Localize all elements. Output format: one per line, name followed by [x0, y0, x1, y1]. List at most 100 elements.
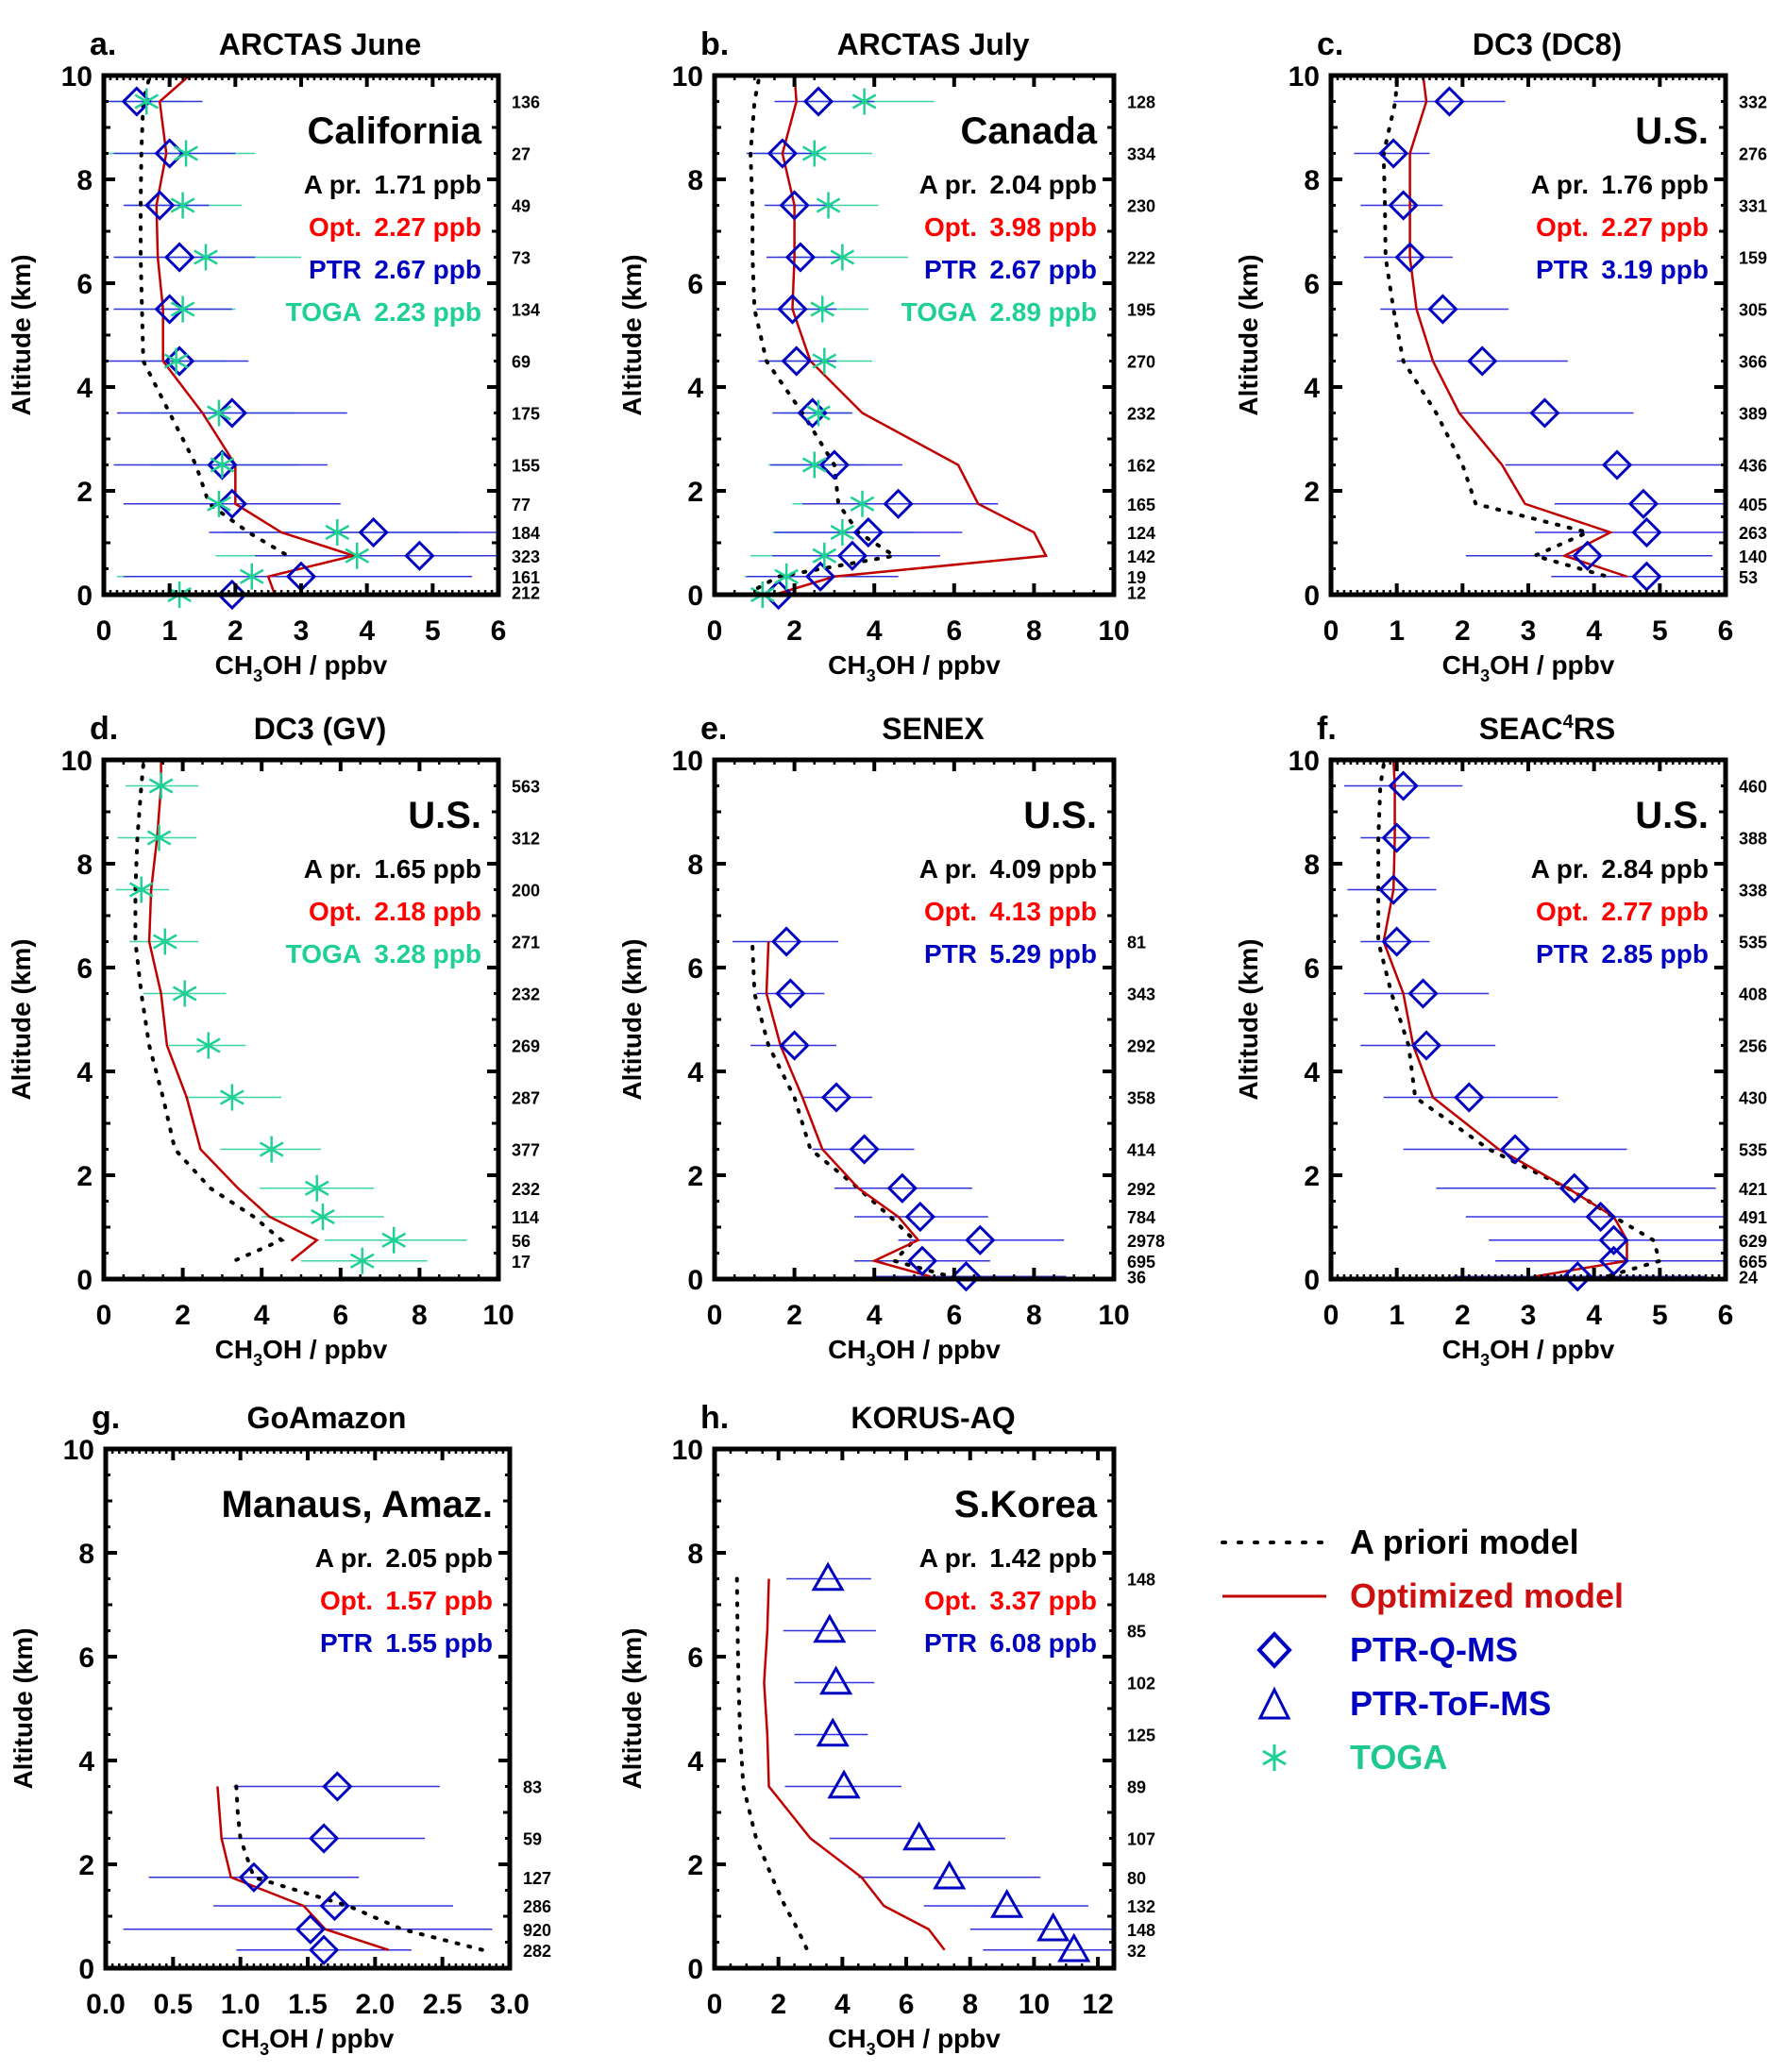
x-tick-label: 0 [707, 615, 723, 647]
toga-marker [816, 192, 841, 219]
ptr-marker [804, 561, 836, 592]
sample-count-label: 127 [523, 1869, 551, 1888]
x-tick-label: 12 [1082, 1989, 1113, 2020]
ptr-marker [779, 1030, 810, 1061]
sample-count-label: 408 [1739, 985, 1767, 1004]
sample-count-label: 125 [1127, 1727, 1155, 1745]
sample-count-label: 107 [1127, 1830, 1155, 1849]
region-label: Manaus, Amaz. [222, 1484, 493, 1525]
sample-count-label: 81 [1127, 934, 1146, 952]
triangle-icon [1218, 1685, 1331, 1723]
stat-label: PTR [924, 939, 977, 969]
apriori-model-line [1381, 78, 1609, 579]
sample-count-label: 136 [512, 93, 540, 112]
sample-count-label: 563 [512, 778, 540, 797]
y-tick-label: 2 [76, 1161, 93, 1192]
sample-count-label: 665 [1739, 1253, 1767, 1272]
y-tick-label: 4 [687, 1057, 703, 1088]
stat-value: 2.18 ppb [374, 897, 481, 926]
y-axis-label: Altitude (km) [8, 1627, 38, 1789]
ptr-marker [1407, 978, 1439, 1009]
stat-value: 2.67 ppb [374, 255, 481, 284]
ptr-marker [319, 1890, 350, 1922]
y-tick-label: 4 [78, 1746, 94, 1777]
ptr-marker [1381, 926, 1412, 957]
sample-count-label: 161 [512, 568, 540, 587]
sample-count-label: 270 [1127, 353, 1155, 372]
toga-marker [239, 563, 264, 590]
ptr-marker [144, 190, 176, 221]
region-label: U.S. [1023, 795, 1097, 836]
stat-label: PTR [924, 1628, 977, 1658]
ptr-marker [1631, 561, 1662, 592]
sample-count-label: 69 [512, 353, 531, 372]
plot-frame [103, 1446, 513, 1971]
sample-count-label: 200 [512, 882, 540, 901]
sample-count-label: 784 [1127, 1208, 1155, 1227]
x-tick-label: 4 [254, 1300, 270, 1331]
y-tick-label: 2 [76, 477, 93, 508]
x-tick-label: 2 [770, 1989, 786, 2020]
sample-count-label: 19 [1127, 568, 1146, 587]
x-tick-label: 0 [707, 1300, 723, 1331]
x-axis-label: CH3OH / ppbv [215, 650, 388, 685]
legend-item-ptrqms: PTR-Q-MS [1218, 1623, 1624, 1676]
x-tick-label: 0.5 [153, 1989, 193, 2020]
ptr-marker [818, 449, 851, 480]
x-tick-label: 1 [1389, 615, 1405, 647]
y-axis-label: Altitude (km) [7, 938, 36, 1100]
x-axis-label: CH3OH / ppbv [828, 1335, 1001, 1370]
stat-label: A pr. [919, 170, 977, 199]
sample-count-label: 305 [1739, 301, 1767, 320]
sample-count-label: 535 [1739, 1141, 1767, 1160]
sample-count-label: 142 [1127, 547, 1155, 566]
region-label: Canada [961, 110, 1098, 152]
ptr-marker [775, 978, 806, 1009]
sample-count-label: 269 [512, 1037, 540, 1056]
ptr-marker [1036, 1912, 1070, 1942]
toga-marker [174, 140, 198, 167]
x-axis-label: CH3OH / ppbv [1442, 650, 1615, 685]
x-tick-label: 2 [227, 615, 244, 647]
ptr-marker [1467, 345, 1498, 377]
y-tick-label: 2 [1304, 1161, 1320, 1192]
sample-count-label: 73 [512, 249, 531, 268]
x-tick-label: 5 [1652, 1300, 1668, 1331]
toga-marker [128, 876, 154, 903]
ptr-marker [1378, 138, 1409, 169]
panel-title: SENEX [882, 712, 985, 746]
panel-letter: c. [1317, 26, 1343, 62]
apriori-model-line [234, 1784, 485, 1952]
y-tick-label: 10 [1289, 746, 1320, 777]
sample-count-label: 286 [523, 1897, 551, 1916]
legend-item-optimized: Optimized model [1218, 1569, 1624, 1623]
y-tick-label: 2 [687, 1850, 703, 1881]
x-tick-label: 10 [482, 1300, 514, 1331]
stat-label: TOGA [286, 939, 362, 969]
stat-label: Opt. [309, 897, 362, 926]
ptr-marker [358, 516, 389, 548]
x-tick-label: 2 [786, 615, 802, 647]
optimized-model-line [765, 941, 931, 1278]
x-tick-label: 8 [412, 1300, 428, 1331]
ptr-marker [990, 1888, 1024, 1918]
panel-title: KORUS-AQ [851, 1401, 1015, 1435]
y-tick-label: 0 [687, 1265, 703, 1296]
y-axis-label: Altitude (km) [1234, 938, 1263, 1100]
sample-count-label: 148 [1127, 1571, 1155, 1590]
ptr-marker [1585, 1201, 1616, 1233]
dotted-line-icon [1218, 1524, 1331, 1561]
sample-count-label: 421 [1739, 1180, 1767, 1199]
panel-title: GoAmazon [247, 1401, 407, 1435]
x-tick-label: 5 [425, 615, 441, 647]
legend-label: TOGA [1350, 1737, 1448, 1777]
apriori-model-line [749, 78, 900, 595]
toga-marker [345, 542, 370, 569]
stat-label: PTR [1536, 939, 1589, 969]
x-tick-label: 6 [946, 1300, 962, 1331]
x-tick-label: 4 [359, 615, 375, 647]
panel-title: DC3 (GV) [254, 712, 386, 746]
x-tick-label: 8 [1026, 1300, 1042, 1331]
x-tick-label: 6 [946, 615, 962, 647]
